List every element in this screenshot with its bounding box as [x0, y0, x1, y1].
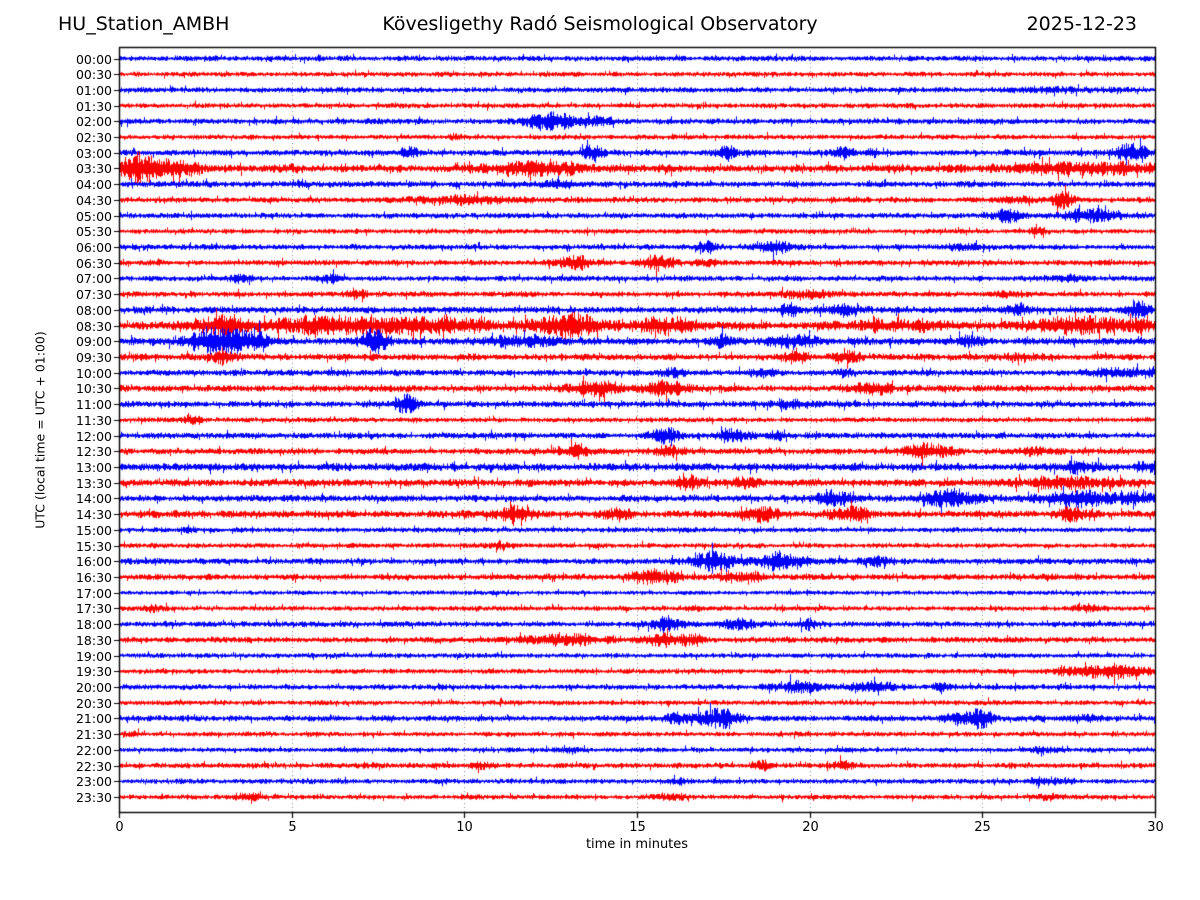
y-tick-label: 03:00 [75, 145, 112, 161]
y-tick-label: 01:00 [75, 82, 112, 98]
y-tick-label: 20:00 [75, 679, 112, 695]
y-tick-label: 12:00 [75, 428, 112, 444]
y-tick-label: 02:30 [75, 129, 112, 145]
y-tick-label: 03:30 [75, 160, 112, 176]
y-tick-label: 06:00 [75, 239, 112, 255]
y-tick-label: 17:00 [75, 585, 112, 601]
y-tick-label: 05:30 [75, 223, 112, 239]
y-tick-label: 23:00 [75, 773, 112, 789]
y-tick-label: 13:30 [75, 475, 112, 491]
x-tick-label: 10 [456, 820, 473, 835]
y-tick-label: 09:00 [75, 333, 112, 349]
y-tick-label: 11:00 [75, 396, 112, 412]
y-tick-label: 10:00 [75, 365, 112, 381]
x-tick-label: 15 [629, 820, 646, 835]
x-tick-label: 5 [288, 820, 297, 835]
x-tick-label: 20 [802, 820, 819, 835]
y-tick-label: 22:00 [75, 742, 112, 758]
y-tick-label: 23:30 [75, 789, 112, 805]
station-title: HU_Station_AMBH [58, 13, 230, 35]
y-tick-label: 08:30 [75, 318, 112, 334]
date-title: 2025-12-23 [1026, 13, 1137, 35]
y-tick-label: 07:00 [75, 270, 112, 286]
y-tick-label: 16:30 [75, 569, 112, 585]
y-tick-label: 11:30 [75, 412, 112, 428]
y-tick-label: 02:00 [75, 113, 112, 129]
y-tick-label: 15:30 [75, 538, 112, 554]
y-tick-label: 10:30 [75, 380, 112, 396]
y-tick-label: 04:00 [75, 176, 112, 192]
y-tick-label: 07:30 [75, 286, 112, 302]
x-tick-label: 25 [974, 820, 991, 835]
y-tick-label: 19:30 [75, 663, 112, 679]
y-tick-label: 12:30 [75, 443, 112, 459]
y-tick-label: 20:30 [75, 695, 112, 711]
y-tick-label: 05:00 [75, 208, 112, 224]
y-tick-label: 16:00 [75, 553, 112, 569]
y-tick-label: 21:00 [75, 710, 112, 726]
y-tick-label: 00:00 [75, 51, 112, 67]
x-axis-label: time in minutes [585, 837, 689, 852]
y-tick-label: 14:30 [75, 506, 112, 522]
y-tick-label: 04:30 [75, 192, 112, 208]
x-tick-label: 0 [115, 820, 124, 835]
y-tick-label: 18:30 [75, 632, 112, 648]
y-tick-label: 06:30 [75, 255, 112, 271]
y-tick-label: 01:30 [75, 98, 112, 114]
y-tick-label: 13:00 [75, 459, 112, 475]
y-tick-label: 14:00 [75, 490, 112, 506]
y-tick-label: 18:00 [75, 616, 112, 632]
x-tick-label: 30 [1147, 820, 1164, 835]
y-tick-label: 21:30 [75, 726, 112, 742]
y-tick-label: 15:00 [75, 522, 112, 538]
y-tick-label: 22:30 [75, 758, 112, 774]
y-tick-label: 00:30 [75, 66, 112, 82]
y-tick-label: 08:00 [75, 302, 112, 318]
y-tick-label: 09:30 [75, 349, 112, 365]
y-tick-label: 19:00 [75, 648, 112, 664]
observatory-title: Kövesligethy Radó Seismological Observat… [382, 13, 818, 35]
y-tick-label: 17:30 [75, 600, 112, 616]
